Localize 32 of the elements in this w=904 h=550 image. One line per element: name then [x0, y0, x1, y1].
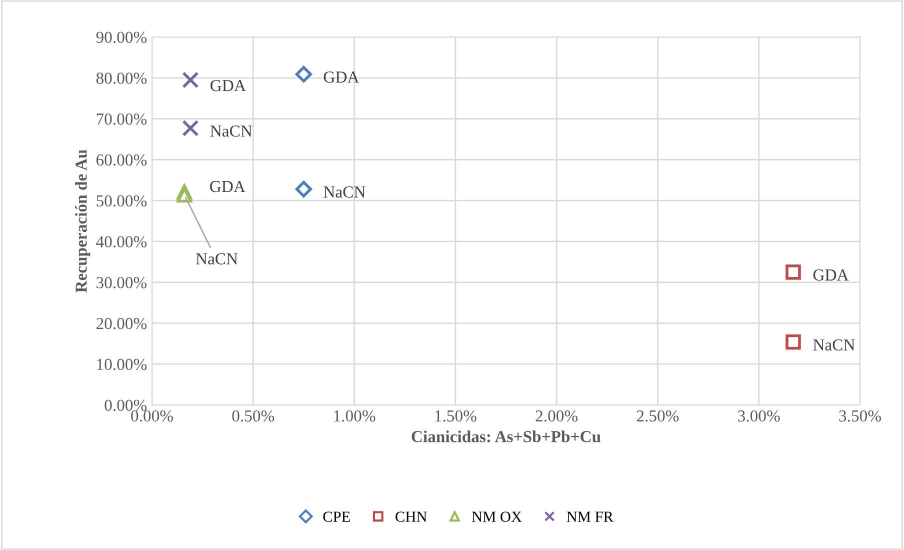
y-axis-title: Recuperación de Au: [75, 150, 90, 292]
annotation: NaCN: [813, 339, 855, 351]
annotation: GDA: [210, 80, 246, 92]
y-tick-label: 90.00%: [96, 32, 147, 44]
x-axis-title: Cianicidas: As+Sb+Pb+Cu: [412, 430, 601, 442]
x-tick-label: 2.50%: [636, 410, 679, 422]
y-tick-label: 80.00%: [96, 72, 147, 84]
x-tick-label: 3.50%: [839, 410, 881, 422]
y-tick-label: 60.00%: [96, 154, 147, 166]
y-tick-label: 0.00%: [104, 400, 147, 412]
annotation: NaCN: [324, 186, 366, 198]
x-tick-label: 0.00%: [131, 410, 173, 422]
x-tick-label: 1.00%: [334, 410, 376, 422]
x-tick-label: 0.50%: [232, 410, 274, 422]
legend-label: CPE: [323, 512, 350, 522]
y-tick-label: 40.00%: [96, 236, 147, 248]
y-tick-label: 30.00%: [96, 277, 147, 288]
x-tick-label: 3.00%: [738, 410, 780, 422]
annotation: GDA: [324, 72, 360, 83]
annotation: GDA: [210, 180, 246, 192]
annotation: GDA: [813, 269, 849, 281]
legend-label: CHN: [396, 512, 427, 522]
x-tick-label: 1.50%: [435, 410, 476, 422]
y-tick-label: 50.00%: [96, 195, 147, 207]
annotation: NaCN: [196, 253, 238, 264]
legend-label: NM FR: [566, 512, 614, 522]
annotation: NaCN: [210, 125, 252, 137]
legend-label: NM OX: [472, 512, 522, 522]
y-tick-label: 20.00%: [96, 318, 147, 330]
y-tick-label: 10.00%: [97, 358, 147, 370]
y-tick-label: 70.00%: [96, 113, 147, 125]
x-tick-label: 2.00%: [536, 410, 578, 422]
